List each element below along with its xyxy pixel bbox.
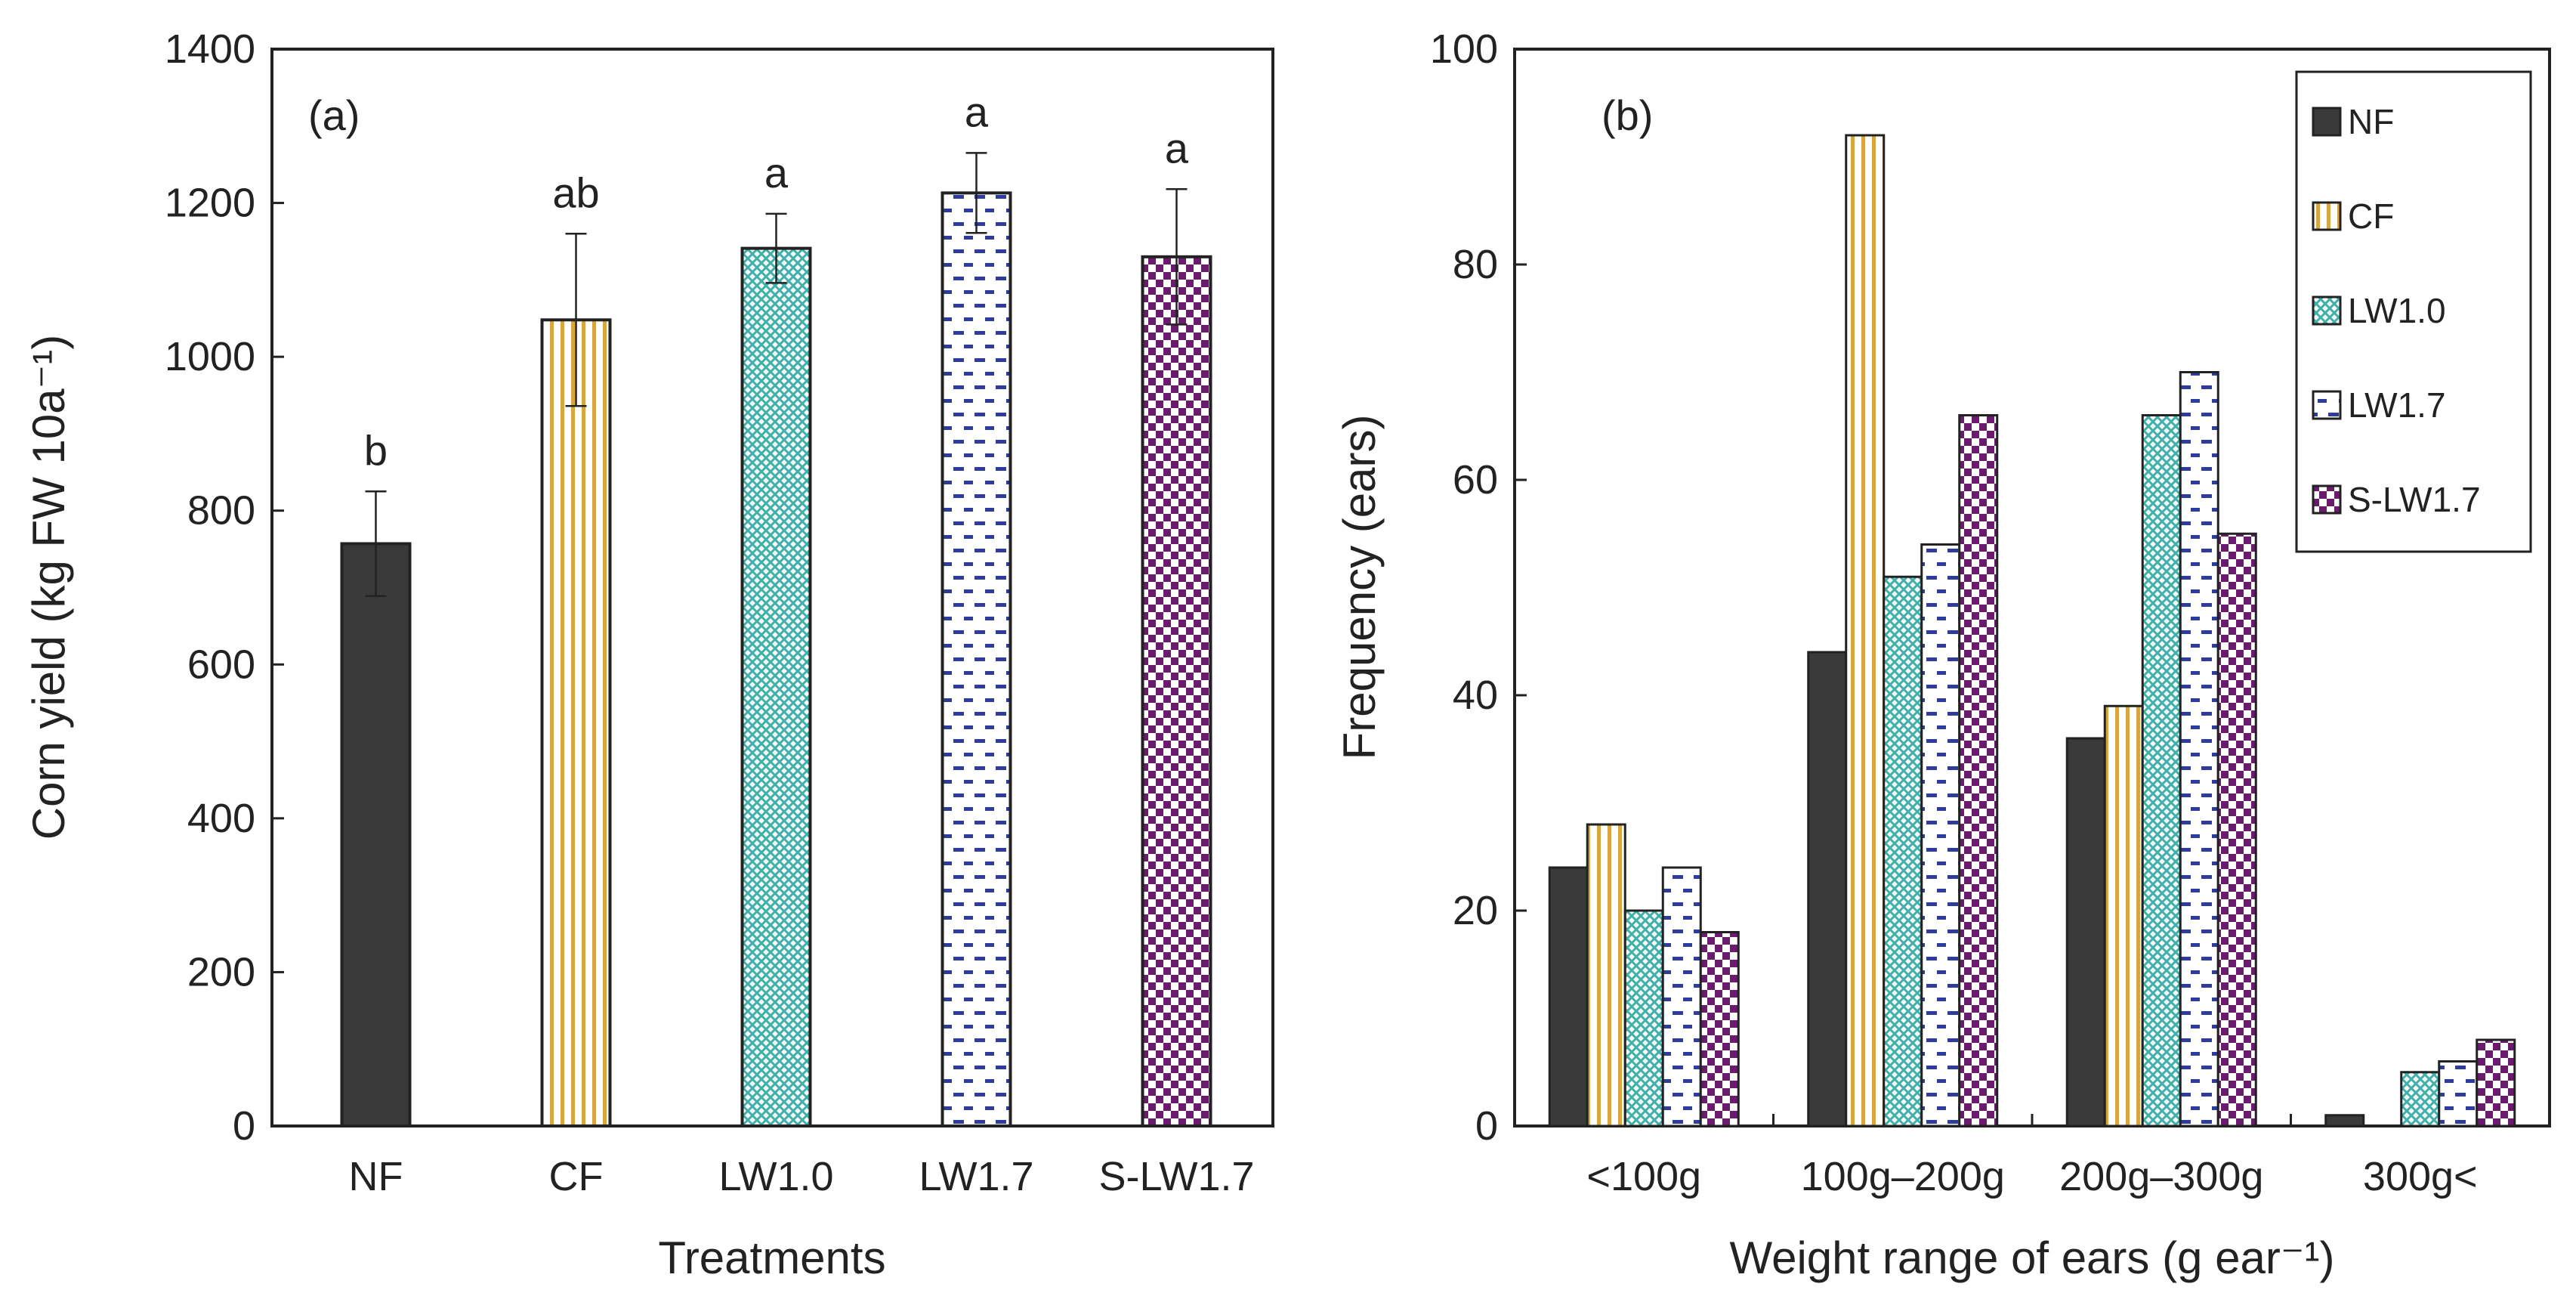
bar (2476, 1038, 2516, 1128)
x-tick-label: NF (349, 1154, 403, 1199)
x-tick-label: LW1.7 (919, 1154, 1033, 1199)
panel-b-y-axis-title: Frequency (ears) (1334, 415, 1385, 760)
x-tick-label: <100g (1586, 1154, 1701, 1199)
y-tick-label: 1000 (165, 334, 255, 379)
bar (340, 542, 412, 1128)
panel-b-x-axis-title: Weight range of ears (g ear⁻¹) (1730, 1233, 2335, 1283)
bar (740, 246, 812, 1128)
y-tick-label: 0 (233, 1103, 255, 1149)
panel-b-legend: NF CF LW1.0 LW1.7 S-LW1.7 (2295, 70, 2532, 553)
significance-label: a (965, 88, 989, 135)
bar (2103, 704, 2144, 1128)
bar (2141, 414, 2182, 1128)
legend-label: LW1.0 (2348, 291, 2446, 330)
y-tick-label: 40 (1453, 673, 1498, 718)
bar (1586, 823, 1626, 1128)
bar (1548, 866, 1589, 1128)
significance-label: ab (552, 169, 599, 216)
x-tick-label: S-LW1.7 (1098, 1154, 1254, 1199)
y-tick-label: 0 (1475, 1103, 1498, 1149)
legend-swatch (2312, 484, 2342, 515)
bar (540, 318, 612, 1128)
y-tick-label: 1400 (165, 26, 255, 72)
panel-b-label: (b) (1602, 91, 1653, 139)
y-tick-label: 800 (187, 488, 255, 534)
bar (2179, 371, 2219, 1128)
significance-label: b (364, 426, 388, 474)
bar (1845, 134, 1886, 1128)
y-tick-label: 100 (1430, 26, 1498, 72)
bar (1958, 414, 1999, 1128)
legend-swatch (2312, 201, 2342, 231)
panel-a-x-axis-title: Treatments (658, 1233, 885, 1283)
bar (1883, 575, 1923, 1128)
significance-label: a (764, 149, 789, 196)
y-tick-label: 600 (187, 642, 255, 687)
legend-label: CF (2348, 196, 2394, 236)
y-tick-label: 20 (1453, 888, 1498, 933)
bar (1623, 909, 1664, 1128)
bar (2324, 1114, 2365, 1128)
bar (2216, 532, 2257, 1128)
panel-a-chart: (a) 0 200 400 600 800 1000 1200 1400 b ab a a a NF C… (23, 26, 1274, 1283)
legend-label: LW1.7 (2348, 385, 2446, 425)
bar (1807, 651, 1848, 1128)
panel-a-label: (a) (308, 91, 360, 139)
x-tick-label: 200g–300g (2059, 1154, 2263, 1199)
panel-b-chart: (b) 0 20 40 60 80 100 <100g 100g–200g 200g–300g… (1334, 26, 2551, 1283)
legend-swatch (2312, 107, 2342, 137)
bar (2438, 1060, 2479, 1128)
bar (1699, 931, 1740, 1128)
bar (1661, 866, 1702, 1128)
y-tick-label: 80 (1453, 242, 1498, 287)
x-tick-label: 300g< (2363, 1154, 2478, 1199)
y-tick-label: 60 (1453, 457, 1498, 503)
x-tick-label: 100g–200g (1801, 1154, 2005, 1199)
x-tick-label: CF (549, 1154, 604, 1199)
x-tick-label: LW1.0 (718, 1154, 833, 1199)
bar (2065, 737, 2106, 1128)
significance-label: a (1165, 124, 1189, 172)
y-tick-label: 400 (187, 796, 255, 841)
bar (1920, 543, 1961, 1128)
y-tick-label: 1200 (165, 181, 255, 226)
bar (1141, 255, 1212, 1128)
legend-box (2295, 70, 2532, 553)
legend-label: NF (2348, 102, 2394, 141)
bar (2400, 1071, 2441, 1128)
legend-swatch (2312, 390, 2342, 420)
bar (941, 191, 1012, 1128)
legend-label: S-LW1.7 (2348, 480, 2481, 519)
legend-swatch (2312, 295, 2342, 326)
panel-a-y-axis-title: Corn yield (kg FW 10a⁻¹) (23, 335, 74, 840)
y-tick-label: 200 (187, 949, 255, 994)
